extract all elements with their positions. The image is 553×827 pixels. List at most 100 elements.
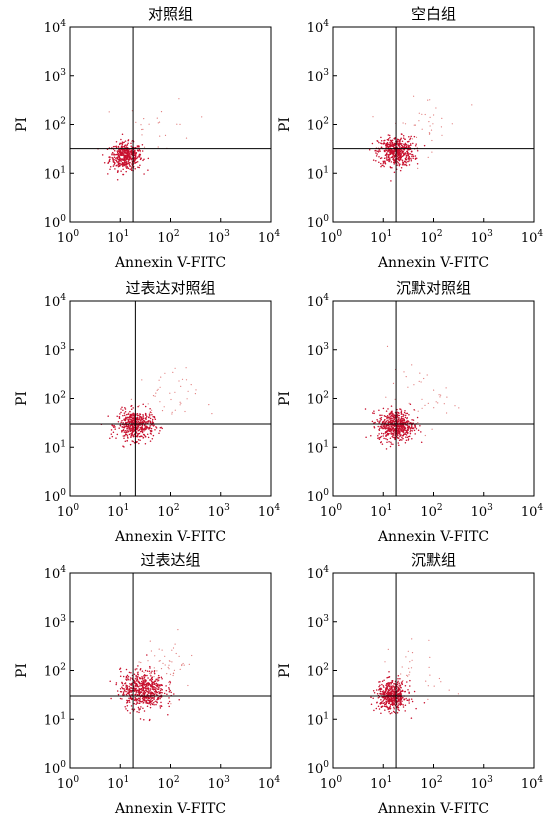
data-point	[136, 668, 138, 670]
data-point	[389, 712, 392, 715]
data-point	[400, 408, 402, 411]
data-point	[408, 164, 411, 166]
data-point	[401, 418, 403, 420]
y-axis-label: PI	[277, 391, 293, 406]
data-point	[141, 697, 144, 700]
data-point	[440, 126, 442, 128]
data-point	[381, 443, 384, 445]
data-point	[172, 672, 174, 675]
data-point	[211, 413, 213, 415]
data-point	[390, 694, 393, 696]
plot-frame	[69, 300, 272, 497]
data-point	[139, 692, 141, 694]
data-point	[136, 680, 138, 682]
data-point	[125, 164, 128, 166]
data-point	[393, 152, 395, 155]
data-point	[116, 171, 119, 174]
data-point	[383, 702, 386, 704]
data-point	[124, 144, 126, 147]
y-tick-label: 104	[44, 565, 67, 582]
data-point	[151, 414, 153, 416]
data-point	[134, 693, 136, 696]
data-point	[155, 679, 157, 681]
panel-3: 过表达对照组 100 101 102 103 104 100 101 102 103 104 Anne…	[14, 279, 280, 545]
data-point	[125, 158, 128, 161]
data-point	[149, 694, 152, 696]
data-point	[178, 380, 180, 382]
data-point	[400, 673, 402, 675]
data-point	[127, 142, 129, 144]
data-point	[155, 682, 158, 685]
data-point	[150, 698, 152, 700]
data-point	[125, 690, 127, 693]
data-point	[411, 155, 413, 158]
data-point	[377, 705, 380, 708]
y-tick-label: 104	[307, 19, 330, 36]
data-point	[368, 149, 371, 151]
data-point	[411, 638, 413, 640]
data-point	[403, 698, 406, 701]
data-point	[391, 429, 393, 431]
data-point	[141, 128, 143, 131]
data-point	[115, 437, 117, 439]
data-point	[403, 421, 405, 424]
data-point	[391, 428, 393, 430]
data-point	[142, 413, 144, 416]
data-point	[393, 425, 396, 427]
y-tick-label: 100	[307, 760, 330, 777]
data-point	[419, 424, 421, 427]
data-point	[376, 692, 379, 695]
data-point	[386, 682, 388, 685]
data-point	[142, 702, 144, 704]
data-point	[128, 426, 130, 429]
data-point	[168, 700, 171, 703]
data-point	[390, 431, 392, 433]
data-point	[118, 143, 121, 146]
data-point	[421, 398, 423, 400]
data-point	[133, 433, 135, 436]
data-point	[129, 418, 131, 421]
data-point	[151, 421, 154, 424]
data-point	[136, 414, 139, 417]
data-point	[373, 410, 375, 412]
x-tick-label: 104	[521, 775, 544, 792]
data-point	[381, 414, 383, 416]
data-point	[151, 677, 153, 679]
data-point	[387, 648, 389, 651]
data-point	[139, 164, 141, 166]
data-point	[171, 413, 173, 415]
data-point	[410, 151, 413, 153]
x-tick-label: 102	[157, 229, 179, 246]
data-point	[135, 698, 137, 700]
data-point	[385, 146, 387, 149]
data-point	[138, 148, 141, 151]
data-point	[396, 150, 398, 152]
data-point	[118, 416, 121, 418]
data-point	[398, 414, 401, 417]
data-point	[388, 685, 390, 688]
data-point	[160, 668, 163, 670]
data-point	[398, 682, 400, 685]
x-axis-label: Annexin V-FITC	[377, 801, 489, 817]
data-point	[429, 99, 431, 101]
data-point	[393, 691, 395, 694]
data-point	[377, 435, 379, 437]
data-point	[142, 415, 145, 417]
data-point	[425, 680, 427, 682]
data-point	[120, 670, 122, 673]
data-point	[120, 411, 122, 414]
data-point	[145, 699, 147, 702]
data-point	[404, 704, 407, 706]
y-axis-label: PI	[14, 117, 30, 132]
data-point	[128, 433, 131, 436]
data-point	[137, 699, 139, 701]
data-point	[404, 432, 406, 434]
data-point	[120, 691, 123, 693]
data-point	[118, 427, 120, 429]
data-point	[130, 405, 132, 408]
data-point	[399, 677, 401, 680]
data-point	[168, 690, 171, 693]
data-point	[377, 151, 380, 153]
data-point	[397, 706, 400, 709]
data-point	[150, 414, 152, 416]
